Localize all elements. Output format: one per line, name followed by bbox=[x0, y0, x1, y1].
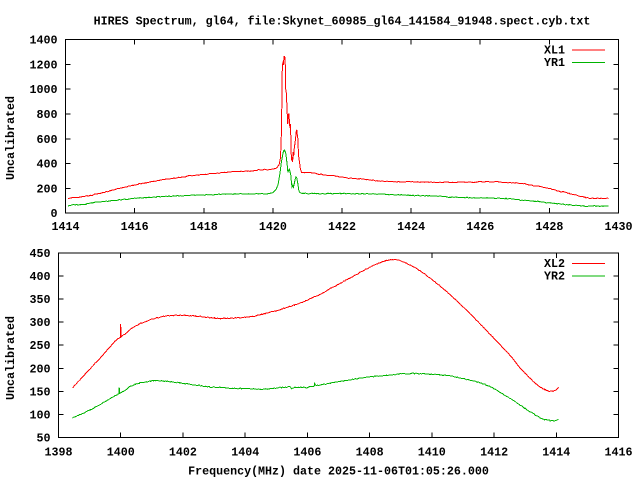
svg-text:XL1: XL1 bbox=[544, 44, 565, 58]
svg-text:HIRES Spectrum, gl64, file:Sky: HIRES Spectrum, gl64, file:Skynet_60985_… bbox=[94, 15, 591, 29]
svg-text:1422: 1422 bbox=[328, 220, 356, 234]
svg-text:1400: 1400 bbox=[107, 445, 135, 459]
svg-text:1420: 1420 bbox=[259, 220, 287, 234]
svg-text:400: 400 bbox=[30, 270, 51, 284]
svg-text:350: 350 bbox=[30, 293, 51, 307]
svg-text:150: 150 bbox=[30, 385, 51, 399]
svg-text:600: 600 bbox=[37, 133, 58, 147]
svg-text:Frequency(MHz) date 2025-11-06: Frequency(MHz) date 2025-11-06T01:05:26.… bbox=[188, 465, 489, 479]
svg-text:1410: 1410 bbox=[418, 445, 446, 459]
svg-text:Uncalibrated: Uncalibrated bbox=[4, 96, 18, 180]
svg-text:1424: 1424 bbox=[397, 220, 425, 234]
svg-text:1404: 1404 bbox=[231, 445, 259, 459]
svg-text:XL2: XL2 bbox=[544, 257, 565, 271]
svg-text:Uncalibrated: Uncalibrated bbox=[4, 316, 18, 400]
svg-text:YR2: YR2 bbox=[544, 270, 565, 284]
svg-text:450: 450 bbox=[30, 247, 51, 261]
svg-text:YR1: YR1 bbox=[544, 56, 565, 70]
svg-text:1400: 1400 bbox=[30, 34, 58, 48]
svg-text:1414: 1414 bbox=[542, 445, 570, 459]
svg-text:1426: 1426 bbox=[466, 220, 494, 234]
svg-text:1418: 1418 bbox=[190, 220, 218, 234]
svg-text:1402: 1402 bbox=[169, 445, 197, 459]
svg-text:1408: 1408 bbox=[356, 445, 384, 459]
svg-text:1412: 1412 bbox=[480, 445, 508, 459]
svg-text:250: 250 bbox=[30, 339, 51, 353]
svg-text:1416: 1416 bbox=[605, 445, 633, 459]
svg-text:1428: 1428 bbox=[535, 220, 563, 234]
svg-text:0: 0 bbox=[51, 207, 58, 221]
svg-text:1398: 1398 bbox=[45, 445, 73, 459]
svg-text:50: 50 bbox=[37, 432, 51, 446]
svg-text:1200: 1200 bbox=[30, 58, 58, 72]
svg-text:1000: 1000 bbox=[30, 83, 58, 97]
svg-text:400: 400 bbox=[37, 158, 58, 172]
svg-text:200: 200 bbox=[30, 362, 51, 376]
svg-text:1416: 1416 bbox=[121, 220, 149, 234]
svg-text:1406: 1406 bbox=[293, 445, 321, 459]
svg-text:200: 200 bbox=[37, 182, 58, 196]
svg-text:800: 800 bbox=[37, 108, 58, 122]
svg-text:1430: 1430 bbox=[605, 220, 633, 234]
svg-text:300: 300 bbox=[30, 316, 51, 330]
svg-text:100: 100 bbox=[30, 408, 51, 422]
svg-text:1414: 1414 bbox=[52, 220, 80, 234]
